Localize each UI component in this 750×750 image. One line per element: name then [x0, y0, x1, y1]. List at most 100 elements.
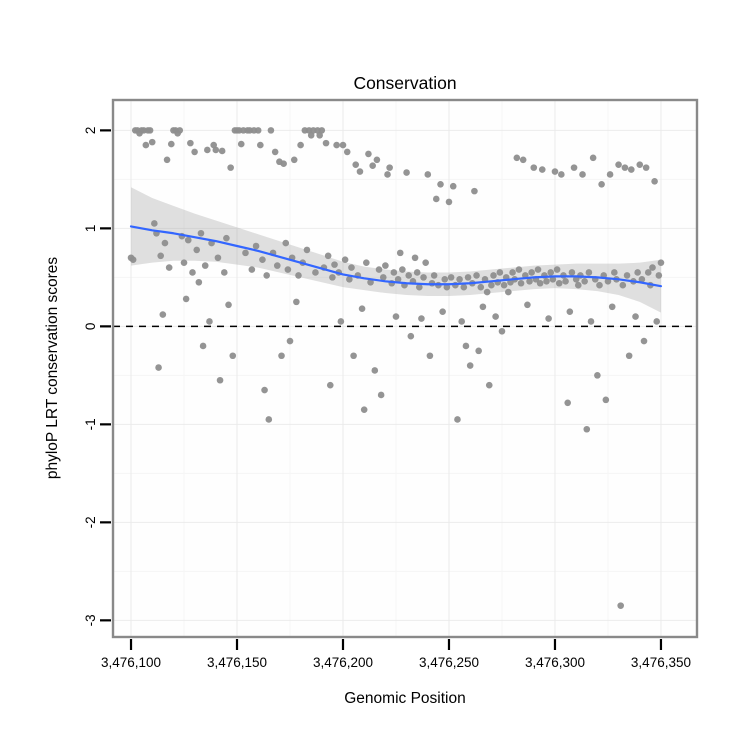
data-point: [602, 396, 610, 404]
data-point: [587, 318, 595, 325]
data-point: [513, 154, 521, 162]
data-point: [570, 164, 578, 171]
data-point: [585, 269, 593, 276]
data-point: [655, 272, 663, 279]
data-point: [492, 313, 499, 320]
data-point: [331, 261, 338, 268]
data-point: [363, 259, 370, 266]
points-layer: [127, 127, 665, 609]
data-point: [411, 254, 419, 262]
data-point: [445, 198, 453, 206]
data-point: [293, 298, 300, 306]
data-point: [148, 138, 156, 146]
data-point: [265, 416, 273, 423]
data-point: [341, 256, 349, 264]
data-point: [566, 308, 574, 315]
y-tick-label: -3: [83, 614, 98, 626]
data-point: [558, 171, 565, 178]
data-point: [515, 266, 523, 273]
data-point: [312, 269, 319, 276]
data-point: [184, 236, 192, 244]
data-point: [392, 313, 400, 320]
data-point: [201, 262, 209, 269]
data-point: [579, 171, 586, 178]
data-point: [333, 141, 340, 149]
data-point: [608, 303, 616, 311]
data-point: [604, 277, 612, 285]
data-point: [204, 146, 211, 154]
smooth-trend-line: [129, 225, 663, 288]
data-point: [159, 311, 167, 318]
data-point: [462, 342, 470, 350]
data-point: [500, 281, 508, 289]
plot-panel-background: [113, 100, 697, 637]
data-point: [212, 146, 220, 154]
data-point: [638, 276, 646, 283]
data-point: [237, 140, 245, 148]
data-point: [606, 171, 614, 178]
data-point: [611, 269, 618, 276]
data-point: [371, 367, 379, 374]
data-point: [322, 139, 330, 147]
plot-layers: 3,476,100 3,476,150 3,476,200 3,476,250 3,47…: [83, 98, 699, 670]
y-tick-label: -1: [83, 418, 98, 430]
data-point: [536, 279, 544, 287]
data-point: [562, 277, 569, 285]
data-point: [356, 168, 364, 175]
data-point: [649, 264, 656, 271]
data-point: [360, 406, 368, 413]
x-tick-label: 3,476,300: [525, 655, 585, 670]
data-point: [339, 141, 347, 149]
data-point: [318, 127, 326, 134]
data-point: [466, 362, 474, 369]
data-point: [651, 178, 658, 185]
y-tick-label: 0: [83, 323, 98, 331]
data-point: [286, 337, 294, 345]
data-point: [394, 276, 402, 283]
data-point: [254, 127, 262, 134]
data-point: [386, 164, 393, 171]
data-point: [324, 252, 332, 260]
data-point: [284, 266, 292, 273]
data-point: [475, 347, 482, 355]
data-point: [498, 327, 506, 335]
data-point: [403, 169, 410, 176]
data-point: [644, 269, 652, 276]
data-point: [543, 277, 550, 285]
x-tick-label: 3,476,150: [207, 655, 267, 670]
data-point: [191, 148, 198, 156]
data-point: [534, 266, 542, 273]
data-point: [479, 303, 487, 311]
data-point: [483, 288, 491, 296]
data-point: [625, 352, 633, 360]
data-point: [424, 171, 432, 178]
data-point: [437, 180, 444, 188]
data-point: [379, 274, 387, 281]
data-point: [220, 269, 228, 276]
data-point: [420, 274, 427, 281]
x-tick-label: 3,476,100: [101, 655, 161, 670]
data-point: [358, 305, 366, 313]
data-point: [346, 276, 353, 283]
data-point: [526, 277, 533, 285]
data-point: [280, 160, 287, 167]
data-point: [627, 166, 635, 173]
data-point: [441, 276, 449, 283]
data-point: [375, 266, 383, 273]
data-point: [488, 281, 495, 289]
data-point: [290, 156, 298, 164]
data-point: [155, 364, 162, 371]
data-point: [187, 139, 194, 147]
data-point: [189, 269, 196, 276]
x-tick-label: 3,476,200: [313, 655, 373, 670]
data-point: [223, 234, 230, 242]
data-point: [642, 164, 650, 171]
data-point: [129, 256, 137, 264]
y-tick-label: -2: [83, 516, 98, 528]
data-point: [623, 272, 631, 279]
data-point: [426, 352, 434, 360]
x-tick-label: 3,476,350: [631, 655, 691, 670]
data-point: [551, 168, 559, 175]
data-point: [447, 274, 455, 281]
